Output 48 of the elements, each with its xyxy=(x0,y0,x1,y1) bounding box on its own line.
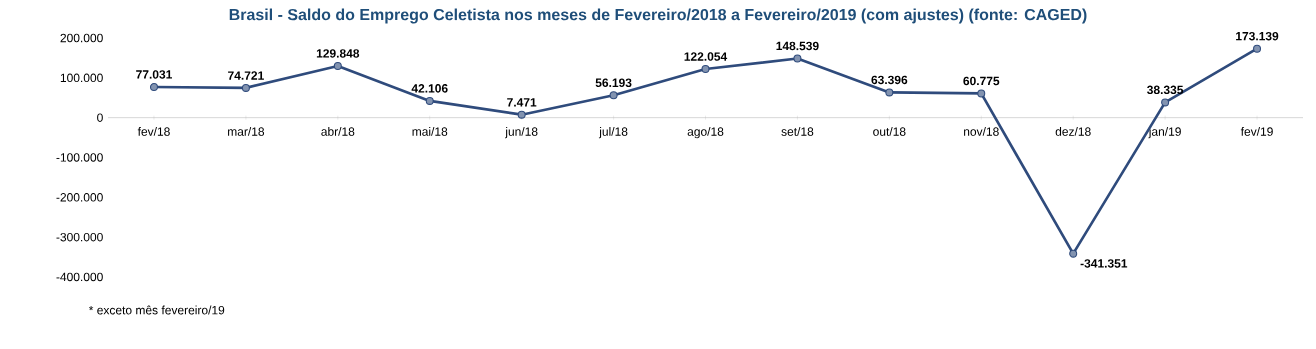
x-tick-label: set/18 xyxy=(781,127,814,136)
x-tick-label: fev/18 xyxy=(137,127,170,136)
chart-title: Brasil - Saldo do Emprego Celetista nos meses de Fevereiro/2018 a Fevereiro/2019 (com ajustes) (fonte: CAGED) xyxy=(229,8,1087,24)
data-label: 122.054 xyxy=(684,52,728,61)
data-label: 38.335 xyxy=(1147,85,1184,95)
x-tick-label: dez/18 xyxy=(1055,127,1091,136)
data-label: 148.539 xyxy=(776,41,819,51)
data-label: 74.721 xyxy=(228,71,264,80)
point xyxy=(333,61,342,70)
point xyxy=(425,96,434,105)
data-label: 42.106 xyxy=(411,84,448,93)
data-label: 63.396 xyxy=(871,75,908,85)
y-tick-label: 200.000 xyxy=(60,33,103,43)
x-tick-label: jun/18 xyxy=(505,127,538,139)
data-label: 77.031 xyxy=(136,70,172,79)
point xyxy=(517,110,526,119)
point xyxy=(977,89,986,98)
y-tick-label: -300.000 xyxy=(56,232,103,242)
point xyxy=(1069,249,1078,258)
x-tick-label: nov/18 xyxy=(964,127,999,136)
x-tick-label: ago/18 xyxy=(687,127,724,139)
data-label: 7.471 xyxy=(507,98,537,107)
y-tick-label: -200.000 xyxy=(56,193,103,202)
point xyxy=(885,88,894,97)
data-label: 56.193 xyxy=(595,78,632,88)
point xyxy=(149,82,158,91)
point xyxy=(609,91,618,100)
x-tick-label: out/18 xyxy=(873,127,906,136)
point xyxy=(1161,98,1170,107)
y-tick-label: -100.000 xyxy=(56,153,103,162)
data-label: 60.775 xyxy=(963,76,1000,86)
y-tick-label: 0 xyxy=(97,113,103,122)
point xyxy=(793,54,802,63)
x-tick-label: jan/19 xyxy=(1148,127,1181,139)
data-label: 129.848 xyxy=(316,49,360,58)
point xyxy=(701,65,710,74)
x-tick-label: mai/18 xyxy=(412,127,448,136)
x-tick-label: fev/19 xyxy=(1240,127,1273,136)
x-tick-label: jul/18 xyxy=(598,127,628,139)
text: * exceto mês fevereiro/19 xyxy=(88,305,225,315)
y-tick-label: -400.000 xyxy=(56,272,103,282)
data-label: 173.139 xyxy=(1236,31,1279,41)
x-tick-label: abr/18 xyxy=(321,127,355,136)
point xyxy=(241,83,250,92)
data-label: -341.351 xyxy=(1080,259,1128,268)
x-tick-label: mar/18 xyxy=(228,127,265,136)
y-tick-label: 100.000 xyxy=(60,73,103,83)
point xyxy=(1253,44,1262,53)
